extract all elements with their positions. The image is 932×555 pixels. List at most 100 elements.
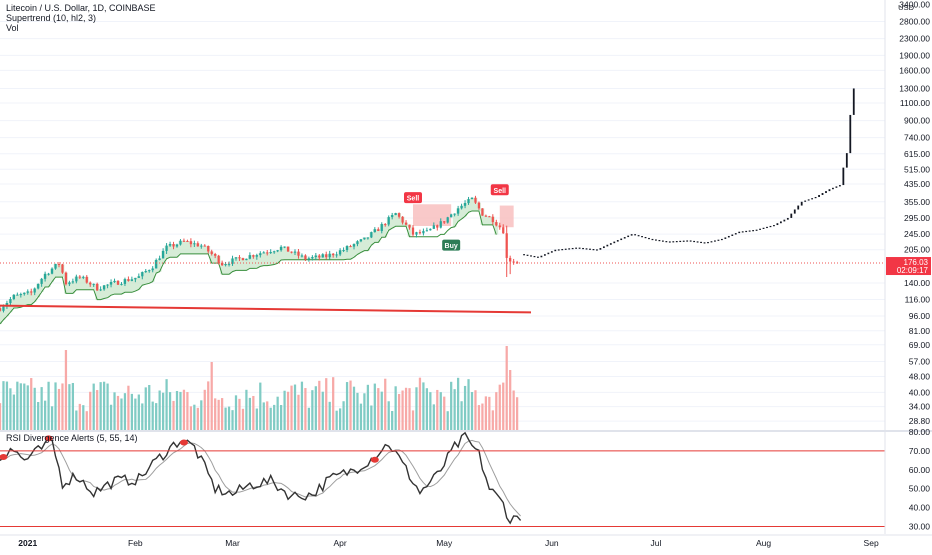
candle[interactable] bbox=[217, 254, 220, 265]
candle[interactable] bbox=[273, 250, 276, 254]
candle[interactable] bbox=[189, 238, 193, 248]
candle[interactable] bbox=[30, 288, 33, 296]
candle[interactable] bbox=[54, 263, 57, 270]
candle[interactable] bbox=[113, 278, 116, 283]
candle[interactable] bbox=[477, 201, 481, 210]
candle[interactable] bbox=[82, 275, 85, 280]
candle[interactable] bbox=[408, 224, 411, 230]
candle[interactable] bbox=[470, 197, 474, 200]
candle[interactable] bbox=[252, 254, 255, 259]
candle[interactable] bbox=[64, 271, 68, 286]
rsi-alert-dot[interactable] bbox=[0, 454, 8, 461]
candle[interactable] bbox=[106, 284, 109, 289]
candle[interactable] bbox=[318, 254, 321, 261]
rsi-alert-dot[interactable] bbox=[370, 456, 379, 463]
symbol-line[interactable]: Litecoin / U.S. Dollar, 1D, COINBASE bbox=[6, 3, 156, 13]
candle[interactable] bbox=[300, 253, 304, 258]
rsi-alert-dot[interactable] bbox=[179, 439, 188, 446]
candle[interactable] bbox=[161, 248, 165, 259]
candle[interactable] bbox=[182, 238, 186, 242]
candle[interactable] bbox=[279, 245, 283, 252]
candle[interactable] bbox=[255, 253, 258, 260]
candle[interactable] bbox=[415, 231, 418, 238]
candle[interactable] bbox=[422, 228, 425, 236]
candle[interactable] bbox=[75, 274, 78, 284]
buy-signal[interactable]: Buy bbox=[442, 239, 461, 251]
candle[interactable] bbox=[293, 249, 297, 256]
candle[interactable] bbox=[276, 249, 279, 253]
volume-legend[interactable]: Vol bbox=[6, 23, 19, 33]
candle[interactable] bbox=[200, 243, 203, 249]
candle[interactable] bbox=[297, 249, 300, 259]
candle[interactable] bbox=[463, 200, 467, 209]
candle[interactable] bbox=[23, 292, 26, 296]
candle[interactable] bbox=[141, 271, 144, 280]
candle[interactable] bbox=[332, 253, 335, 258]
candle[interactable] bbox=[193, 240, 196, 248]
candle[interactable] bbox=[328, 250, 331, 260]
candle[interactable] bbox=[384, 223, 387, 227]
candle[interactable] bbox=[26, 289, 29, 295]
candle[interactable] bbox=[443, 221, 446, 225]
candle[interactable] bbox=[37, 283, 40, 290]
price-axis[interactable]: 3400.00 2800.00 2300.00 1900.00 1600.00 1300.… bbox=[884, 0, 932, 534]
candle[interactable] bbox=[238, 255, 241, 261]
candle[interactable] bbox=[370, 231, 373, 239]
candle[interactable] bbox=[241, 257, 245, 261]
candle[interactable] bbox=[96, 282, 99, 291]
candle[interactable] bbox=[509, 255, 512, 275]
candle[interactable] bbox=[134, 277, 137, 283]
candle[interactable] bbox=[488, 215, 491, 218]
candle[interactable] bbox=[366, 237, 370, 240]
candle[interactable] bbox=[89, 281, 92, 287]
candle[interactable] bbox=[0, 305, 2, 312]
candle[interactable] bbox=[387, 215, 390, 227]
candle[interactable] bbox=[439, 218, 442, 229]
candle[interactable] bbox=[491, 214, 494, 225]
candle[interactable] bbox=[179, 239, 182, 246]
candle[interactable] bbox=[210, 249, 213, 256]
candle[interactable] bbox=[102, 284, 106, 291]
candle[interactable] bbox=[418, 229, 422, 235]
candle[interactable] bbox=[186, 239, 189, 242]
candle[interactable] bbox=[78, 275, 81, 280]
candle[interactable] bbox=[345, 245, 349, 253]
candle[interactable] bbox=[502, 224, 505, 234]
candle[interactable] bbox=[515, 260, 519, 264]
candle[interactable] bbox=[57, 261, 61, 268]
candle[interactable] bbox=[484, 214, 488, 217]
candle[interactable] bbox=[227, 261, 231, 267]
trendline[interactable] bbox=[0, 304, 532, 314]
candle[interactable] bbox=[234, 257, 238, 261]
candle[interactable] bbox=[92, 283, 95, 287]
candle[interactable] bbox=[231, 255, 234, 266]
candle[interactable] bbox=[401, 216, 404, 225]
candle[interactable] bbox=[450, 213, 453, 218]
candle[interactable] bbox=[61, 263, 64, 274]
candle[interactable] bbox=[456, 205, 460, 216]
candle[interactable] bbox=[9, 296, 12, 305]
candle[interactable] bbox=[207, 245, 210, 254]
candle[interactable] bbox=[377, 227, 380, 232]
candle[interactable] bbox=[109, 279, 113, 288]
candle[interactable] bbox=[85, 275, 88, 284]
candle[interactable] bbox=[290, 251, 293, 254]
candle[interactable] bbox=[425, 227, 429, 232]
candle[interactable] bbox=[391, 212, 394, 220]
rsi-alert-dot[interactable] bbox=[44, 435, 53, 442]
candle[interactable] bbox=[429, 228, 432, 231]
candle[interactable] bbox=[436, 224, 439, 231]
candle[interactable] bbox=[335, 251, 338, 258]
candle[interactable] bbox=[460, 203, 463, 210]
candle[interactable] bbox=[311, 255, 314, 261]
candle[interactable] bbox=[99, 286, 102, 292]
candle[interactable] bbox=[127, 276, 130, 282]
candle[interactable] bbox=[269, 249, 272, 255]
candle[interactable] bbox=[245, 258, 248, 261]
candle[interactable] bbox=[411, 225, 415, 237]
candle[interactable] bbox=[363, 237, 366, 240]
candle[interactable] bbox=[12, 294, 16, 301]
candle[interactable] bbox=[116, 280, 120, 285]
candle[interactable] bbox=[50, 267, 54, 275]
candle[interactable] bbox=[19, 292, 22, 298]
